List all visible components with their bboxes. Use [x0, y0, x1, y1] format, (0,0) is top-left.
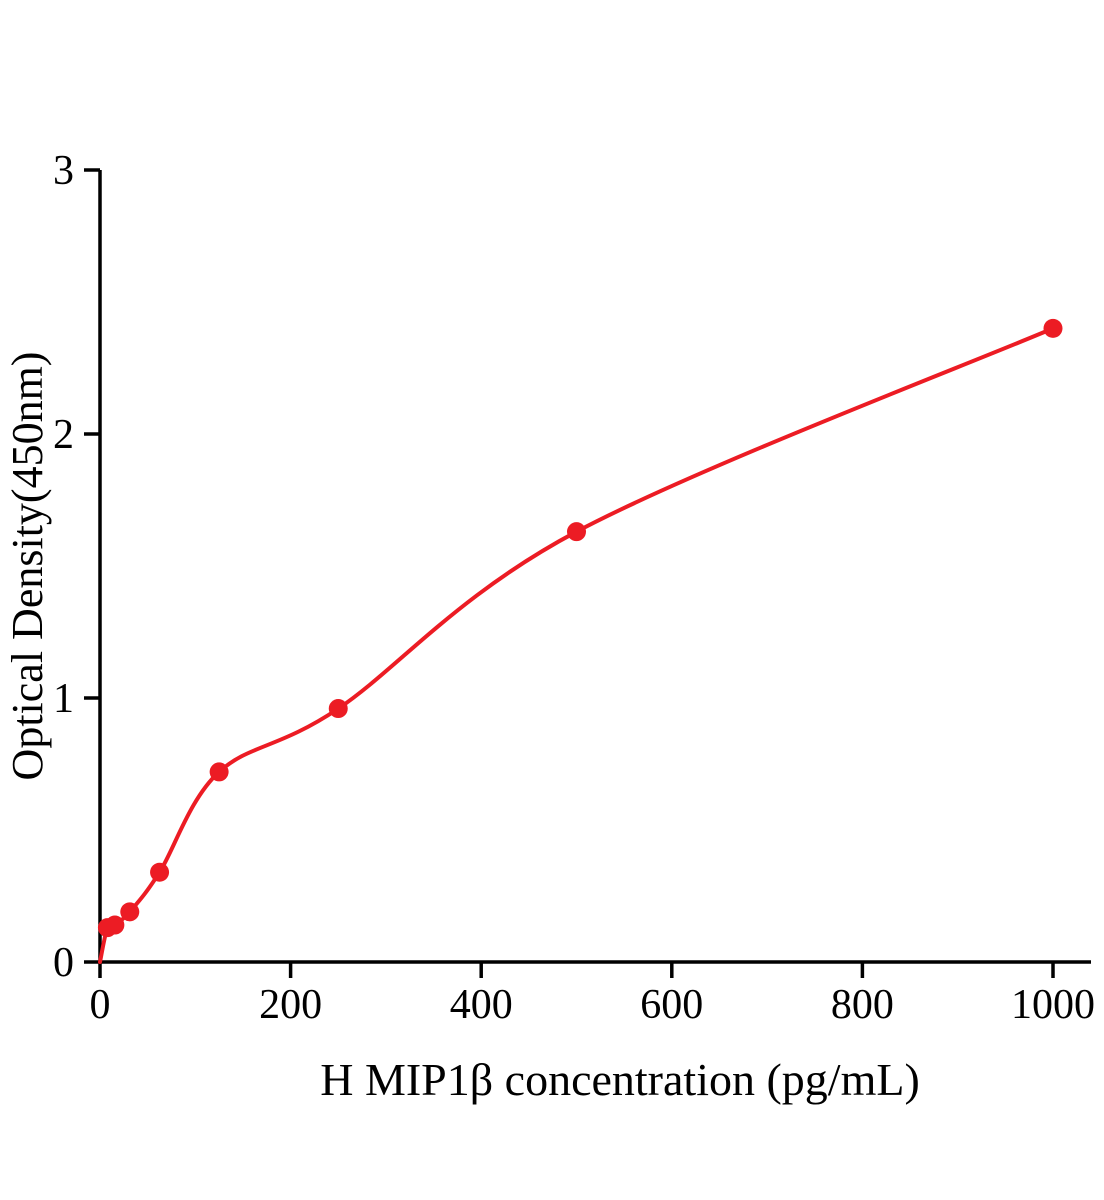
data-point — [328, 699, 348, 719]
data-point — [105, 915, 125, 935]
data-point — [120, 902, 140, 922]
x-tick-label: 800 — [831, 982, 894, 1028]
plot-layer: 0 200 400 600 800 1000 0 1 2 3 — [53, 148, 1095, 1028]
data-point — [209, 762, 229, 782]
y-tick-label: 2 — [53, 412, 74, 458]
x-axis-title: H MIP1β concentration (pg/mL) — [320, 1054, 920, 1105]
x-tick-label: 600 — [640, 982, 703, 1028]
x-tick-label: 0 — [90, 982, 111, 1028]
y-axis-title: Optical Density(450nm) — [3, 352, 52, 781]
y-tick-label: 3 — [53, 148, 74, 194]
data-point — [1043, 318, 1063, 338]
data-point — [567, 522, 586, 542]
y-tick-label: 0 — [53, 940, 74, 986]
x-tick-label: 200 — [259, 982, 322, 1028]
data-point — [150, 862, 170, 882]
x-tick-label: 400 — [450, 982, 513, 1028]
y-tick-label: 1 — [53, 676, 74, 722]
x-tick-label: 1000 — [1011, 982, 1095, 1028]
standard-curve-line — [98, 326, 1055, 964]
